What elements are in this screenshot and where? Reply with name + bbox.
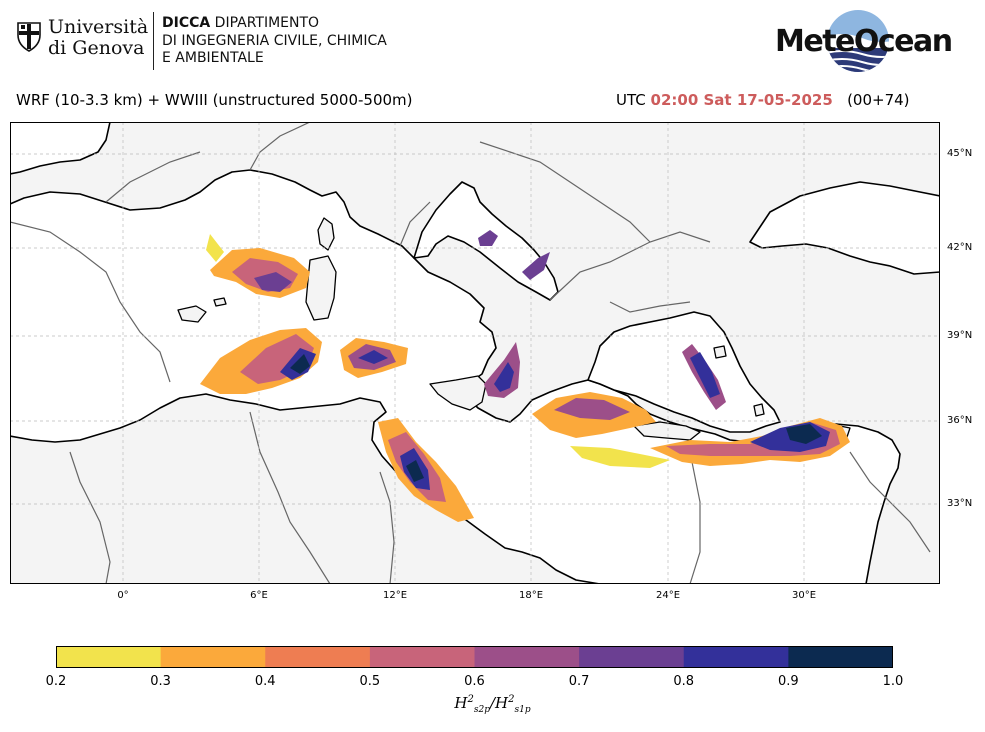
colorbar-segment — [56, 646, 162, 668]
lat-label-45n: 45°N — [947, 148, 973, 159]
utc-prefix: UTC — [616, 91, 646, 109]
lat-label-39n: 39°N — [947, 330, 973, 341]
forecast-time: UTC 02:00 Sat 17-05-2025 (00+74) — [616, 91, 910, 109]
island-rhodes — [753, 403, 765, 417]
colorbar-segment — [579, 646, 685, 668]
colorbar-tick-label: 0.4 — [254, 674, 276, 689]
colorbar-segment — [369, 646, 476, 668]
header-divider — [153, 12, 154, 70]
colorbar-segment — [160, 646, 266, 668]
department-name: DICCA DIPARTIMENTO DI INGEGNERIA CIVILE,… — [162, 15, 387, 68]
colorbar-segment — [788, 646, 893, 668]
forecast-datetime: 02:00 Sat 17-05-2025 — [650, 91, 833, 109]
island-menorca — [213, 297, 227, 307]
university-name: Università di Genova — [48, 17, 148, 59]
bay-of-biscay — [10, 122, 111, 175]
colorbar-tick-label: 0.5 — [359, 674, 381, 689]
lon-label-18e: 18°E — [518, 590, 544, 601]
lon-label-12e: 12°E — [382, 590, 408, 601]
university-of-genova-logo — [17, 22, 41, 52]
island-sicily — [429, 375, 487, 411]
colorbar-tick-label: 1.0 — [882, 674, 904, 689]
island-lesbos — [713, 345, 727, 359]
colorbar-segment — [474, 646, 580, 668]
mediterranean-map — [10, 122, 940, 584]
lat-label-36n: 36°N — [947, 415, 973, 426]
swell-ratio-field — [200, 230, 850, 522]
graticule — [10, 122, 940, 584]
colorbar-tick-label: 0.8 — [673, 674, 695, 689]
forecast-lead-time: (00+74) — [847, 91, 910, 109]
lon-label-6e: 6°E — [250, 590, 268, 601]
meteocean-logo — [827, 10, 889, 72]
colorbar-segment — [265, 646, 371, 668]
colorbar-tick-label: 0.3 — [150, 674, 171, 689]
colorbar-tick-label: 0.9 — [778, 674, 799, 689]
black-sea — [749, 181, 940, 275]
model-description: WRF (10-3.3 km) + WWIII (unstructured 50… — [16, 91, 413, 109]
colorbar-label: H2s2p/H2s1p — [454, 694, 531, 715]
lon-label-0: 0° — [117, 590, 129, 601]
colorbar-tick-label: 0.7 — [568, 674, 590, 689]
meteocean-wordmark: MeteOcean — [775, 24, 953, 59]
lat-label-42n: 42°N — [947, 242, 973, 253]
colorbar-tick-label: 0.6 — [464, 674, 485, 689]
colorbar-frame — [56, 646, 893, 668]
island-corsica — [317, 217, 335, 251]
university-line-2: di Genova — [48, 37, 145, 59]
colorbar-tick-label: 0.2 — [45, 674, 67, 689]
field-patch-adriatic — [478, 230, 498, 246]
island-sardinia — [305, 255, 337, 321]
dept-line-3: E AMBIENTALE — [162, 50, 264, 66]
island-mallorca — [177, 305, 207, 323]
country-borders — [10, 122, 931, 584]
university-line-1: Università — [48, 16, 149, 38]
lon-label-24e: 24°E — [655, 590, 681, 601]
lon-label-30e: 30°E — [791, 590, 817, 601]
map-border — [10, 122, 940, 584]
lat-label-33n: 33°N — [947, 498, 973, 509]
colorbar — [56, 646, 893, 668]
colorbar-segment — [683, 646, 789, 668]
dept-acronym: DICCA — [162, 15, 211, 31]
dept-line-1: DIPARTIMENTO — [210, 15, 320, 31]
island-crete — [633, 421, 701, 441]
aegean-sea — [587, 311, 781, 433]
dept-line-2: DI INGEGNERIA CIVILE, CHIMICA — [162, 32, 387, 49]
